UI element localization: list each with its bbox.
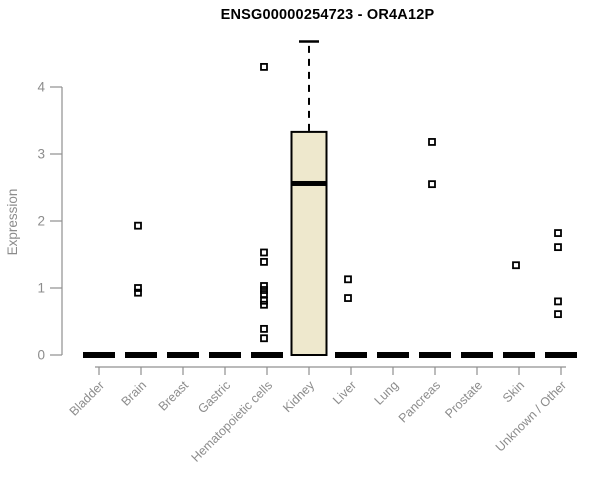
outlier-point: [260, 296, 268, 305]
x-tick-label: Unknown / Other: [493, 378, 569, 454]
outlier-point: [134, 221, 142, 230]
y-tick-label: 4: [37, 80, 45, 95]
outlier-point: [512, 261, 520, 270]
outlier-point: [260, 334, 268, 343]
x-tick-label: Bladder: [67, 378, 107, 418]
x-tick-label: Hematopoietic cells: [189, 378, 276, 465]
collapsed-box: [461, 352, 493, 358]
outlier-point: [260, 286, 268, 294]
x-tick-label: Liver: [330, 378, 359, 407]
collapsed-box: [503, 352, 535, 358]
x-tick-label: Lung: [372, 378, 402, 408]
outlier-point: [260, 257, 268, 266]
x-tick-label: Pancreas: [396, 378, 443, 425]
y-tick-label: 3: [37, 147, 45, 162]
collapsed-box: [251, 352, 283, 358]
outlier-point: [260, 290, 268, 298]
collapsed-box: [545, 352, 577, 358]
outlier-point: [260, 300, 268, 309]
x-tick-label: Brain: [119, 378, 150, 409]
outlier-point: [554, 310, 562, 319]
x-tick-label: Kidney: [280, 378, 317, 415]
collapsed-box: [335, 352, 367, 358]
median-line: [291, 180, 327, 186]
chart-title: ENSG00000254723 - OR4A12P: [220, 7, 435, 23]
box: [290, 130, 328, 356]
collapsed-box: [419, 352, 451, 358]
outlier-point: [134, 284, 142, 292]
x-tick-label: Gastric: [195, 378, 233, 416]
collapsed-box: [83, 352, 115, 358]
collapsed-box: [167, 352, 199, 358]
outlier-point: [260, 248, 268, 257]
outlier-point: [260, 324, 268, 333]
x-tick-label: Breast: [156, 378, 192, 414]
x-tick-label: Prostate: [442, 378, 485, 421]
outlier-point: [344, 294, 352, 302]
outlier-point: [554, 297, 562, 306]
collapsed-box: [377, 352, 409, 358]
collapsed-box: [125, 352, 157, 358]
outlier-point: [428, 180, 436, 189]
y-tick-label: 1: [37, 281, 45, 296]
outlier-point: [260, 63, 268, 71]
y-tick-label: 2: [37, 214, 45, 229]
outlier-point: [428, 138, 436, 146]
collapsed-box: [209, 352, 241, 358]
outlier-point: [554, 229, 562, 237]
outlier-point: [344, 275, 352, 284]
outlier-point: [554, 243, 562, 252]
y-tick-label: 0: [37, 348, 45, 363]
x-tick-label: Skin: [500, 378, 527, 405]
outlier-point: [260, 282, 268, 290]
outlier-point: [134, 288, 142, 297]
